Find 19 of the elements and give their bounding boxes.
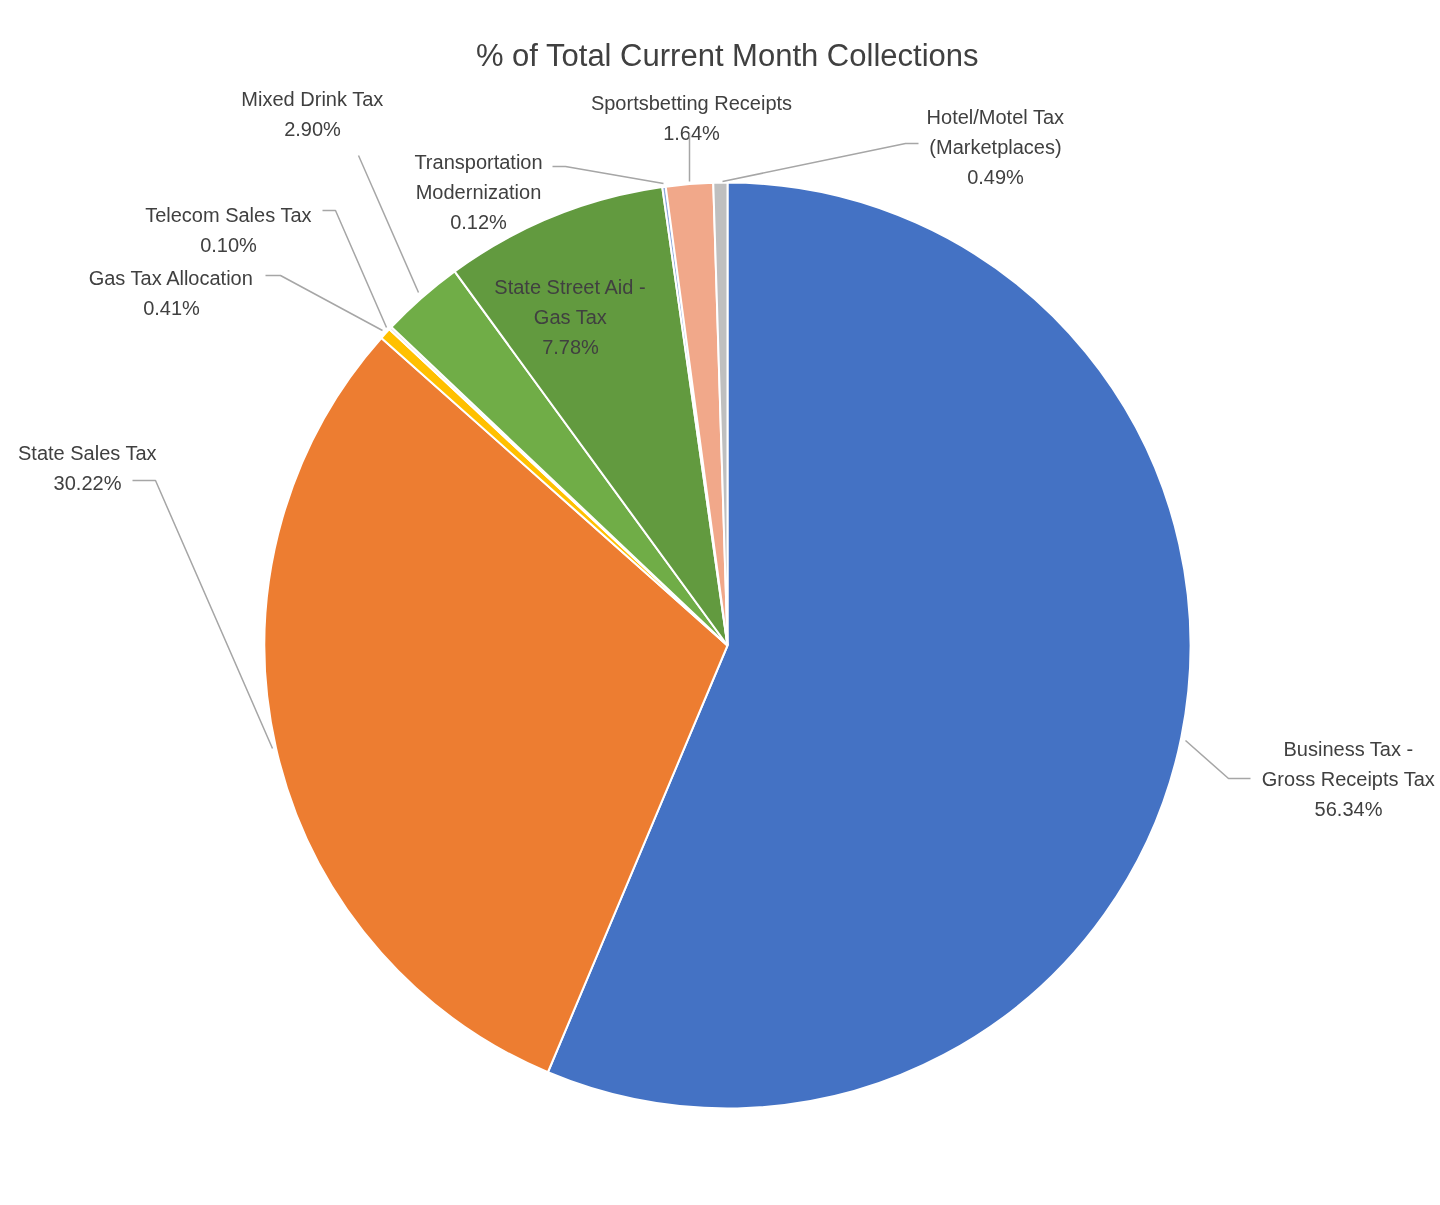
slice-label: Gas Tax Allocation — [88, 266, 253, 289]
data-label: 0.49% — [967, 165, 1025, 188]
data-label: 0.12% — [450, 210, 508, 233]
data-label: 7.78% — [542, 335, 600, 358]
data-label: 1.64% — [663, 121, 721, 144]
slice-label: Business Tax - Gross Receipts Tax — [1261, 737, 1435, 790]
data-label: 0.41% — [143, 296, 201, 319]
slice-label: Transportation Modernization — [414, 150, 543, 203]
slice-label: Sportsbetting Receipts — [590, 91, 793, 114]
slice-label: State Street Aid - Gas Tax — [494, 275, 646, 328]
data-label: 2.90% — [284, 117, 342, 140]
chart-title: % of Total Current Month Collections — [475, 38, 979, 73]
data-label: 30.22% — [53, 471, 122, 494]
slice-label: Mixed Drink Tax — [241, 87, 384, 110]
slice-label: State Sales Tax — [18, 441, 157, 464]
slice-label: Hotel/Motel Tax (Marketplaces) — [926, 105, 1065, 158]
data-label: 0.10% — [200, 233, 258, 256]
slice-label: Telecom Sales Tax — [145, 203, 312, 226]
data-label: 56.34% — [1314, 797, 1383, 820]
